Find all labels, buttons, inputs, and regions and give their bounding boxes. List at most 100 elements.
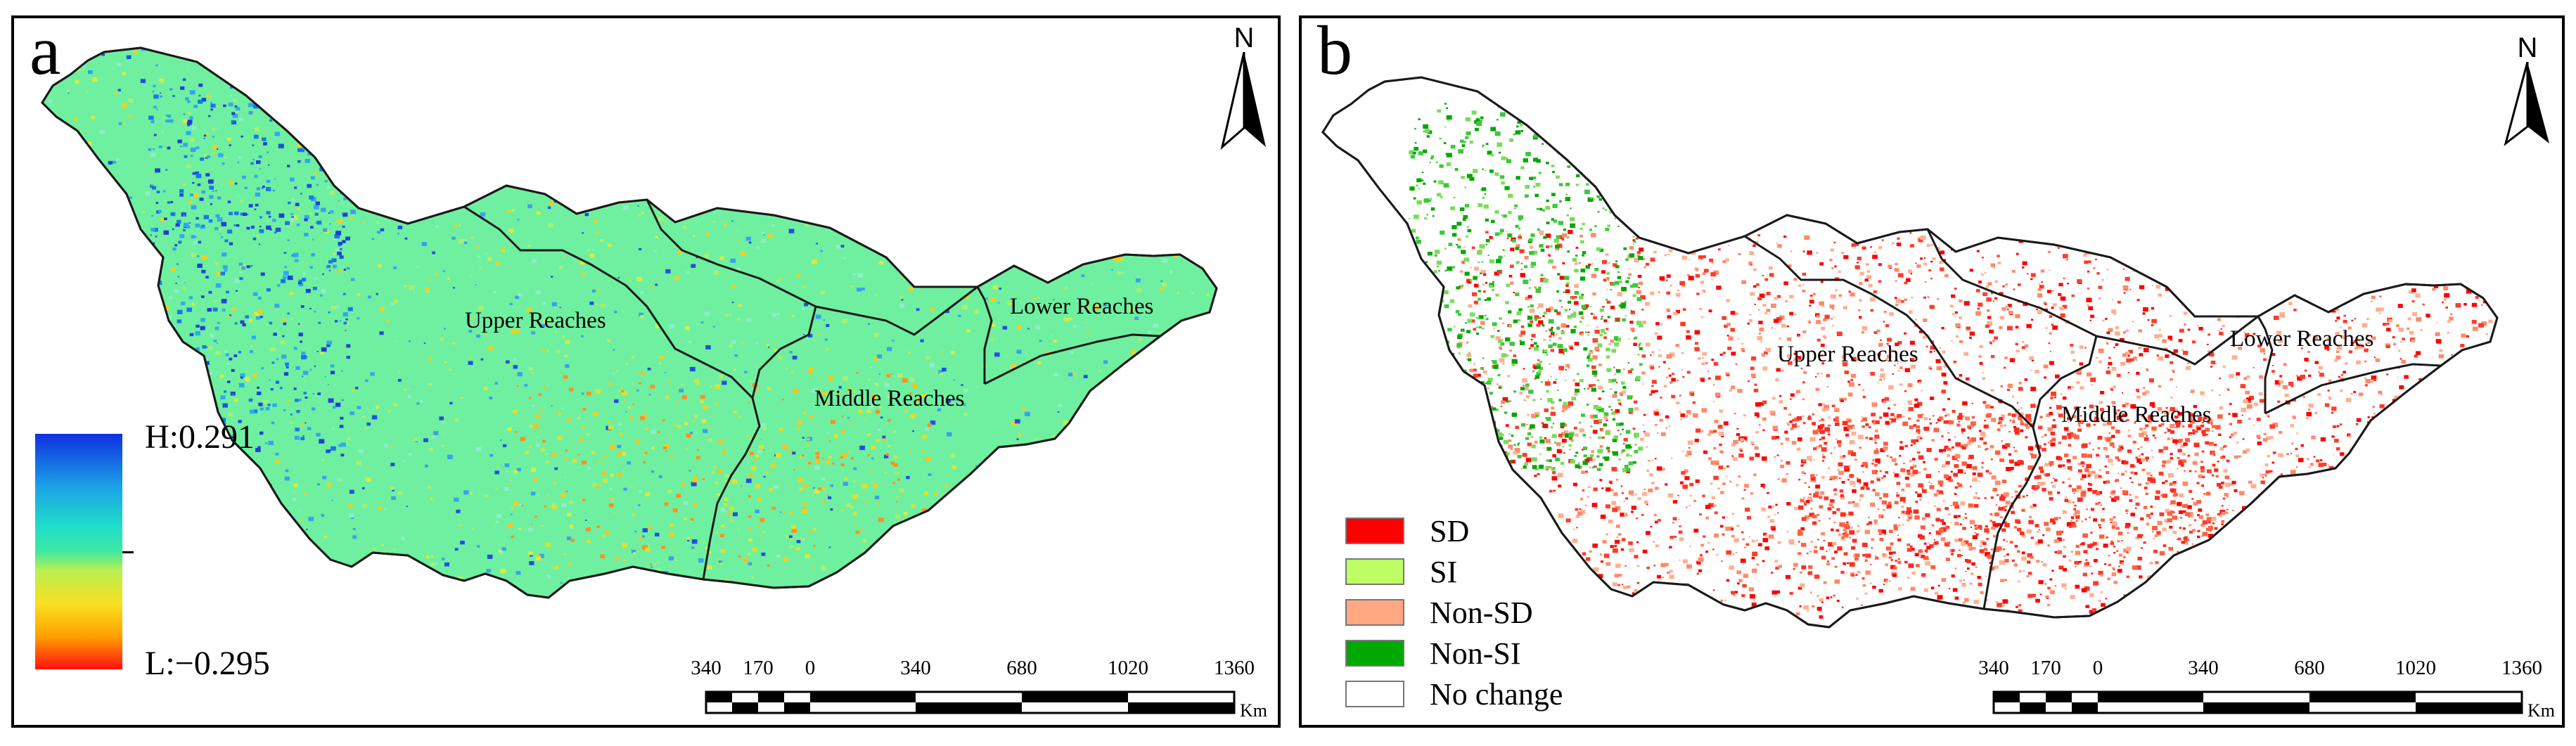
raster-pixel [1870,371,1876,376]
raster-pixel [629,128,632,131]
raster-pixel [336,150,338,152]
raster-pixel [2321,530,2326,534]
raster-pixel [935,598,937,600]
raster-pixel [1188,560,1191,562]
raster-pixel [817,333,820,336]
raster-pixel [548,223,553,228]
raster-pixel [2460,401,2465,405]
raster-pixel [169,572,174,575]
raster-pixel [2478,323,2484,328]
raster-pixel [410,158,416,162]
raster-pixel [444,127,448,130]
raster-pixel [1997,255,2000,257]
raster-pixel [346,130,349,132]
raster-pixel [70,281,75,285]
raster-pixel [789,450,793,453]
raster-pixel [261,187,264,190]
raster-pixel [1086,588,1088,590]
raster-pixel [1665,376,1669,379]
raster-pixel [853,390,857,392]
raster-pixel [535,290,541,295]
raster-pixel [2416,420,2419,423]
raster-pixel [1651,459,1654,461]
raster-pixel [863,170,867,174]
raster-pixel [2447,332,2449,333]
raster-pixel [2072,501,2075,503]
raster-pixel [1759,293,1765,298]
raster-pixel [852,494,859,499]
raster-pixel [1485,373,1487,375]
raster-pixel [1085,322,1088,324]
raster-pixel [2228,304,2231,307]
raster-pixel [2014,490,2018,494]
raster-pixel [2437,603,2442,607]
raster-pixel [2267,568,2271,572]
raster-pixel [282,335,285,337]
raster-pixel [342,212,348,217]
raster-pixel [892,340,895,342]
raster-pixel [937,94,942,98]
raster-pixel [156,108,158,110]
raster-pixel [1906,278,1911,282]
raster-pixel [768,233,773,238]
raster-pixel [1956,233,1961,238]
raster-pixel [1022,69,1027,73]
raster-pixel [290,413,293,416]
raster-pixel [651,164,656,169]
raster-pixel [1724,467,1726,470]
raster-pixel [154,457,158,460]
raster-pixel [285,469,289,472]
raster-pixel [842,216,848,220]
raster-pixel [294,435,300,440]
raster-pixel [229,180,234,185]
raster-pixel [2034,541,2040,546]
raster-pixel [1035,325,1041,330]
raster-pixel [200,542,203,545]
raster-pixel [515,111,520,115]
raster-pixel [2047,427,2053,432]
raster-pixel [697,449,699,451]
raster-pixel [212,307,218,311]
raster-pixel [829,120,835,125]
raster-pixel [1819,598,1824,602]
raster-pixel [360,113,365,117]
raster-pixel [290,318,293,321]
raster-pixel [284,266,287,269]
raster-pixel [1141,400,1147,405]
raster-pixel [1802,289,1806,292]
raster-pixel [408,453,412,456]
raster-pixel [203,506,205,508]
raster-pixel [1620,485,1623,487]
raster-pixel [450,122,454,125]
raster-pixel [328,76,334,80]
raster-pixel [2397,555,2401,558]
raster-pixel [2435,332,2440,337]
raster-pixel [1588,606,1592,610]
raster-pixel [558,127,563,131]
raster-pixel [1063,492,1068,496]
raster-pixel [1734,612,1739,617]
raster-pixel [667,489,672,494]
raster-pixel [1984,419,1986,422]
raster-pixel [1663,385,1667,387]
raster-pixel [2356,343,2362,348]
raster-pixel [2129,288,2132,290]
raster-pixel [2321,610,2326,614]
raster-pixel [1477,373,1481,377]
raster-pixel [390,302,395,306]
raster-pixel [923,554,928,558]
raster-pixel [72,252,74,254]
raster-pixel [1103,135,1106,137]
raster-pixel [1117,271,1122,275]
raster-pixel [563,96,569,101]
raster-pixel [1148,429,1151,430]
raster-pixel [2181,349,2184,351]
raster-pixel [383,56,386,58]
raster-pixel [1658,354,1662,357]
raster-pixel [470,179,473,182]
raster-pixel [781,104,784,106]
raster-pixel [1132,144,1137,148]
raster-pixel [442,421,444,423]
raster-pixel [1857,435,1864,439]
raster-pixel [511,96,513,98]
